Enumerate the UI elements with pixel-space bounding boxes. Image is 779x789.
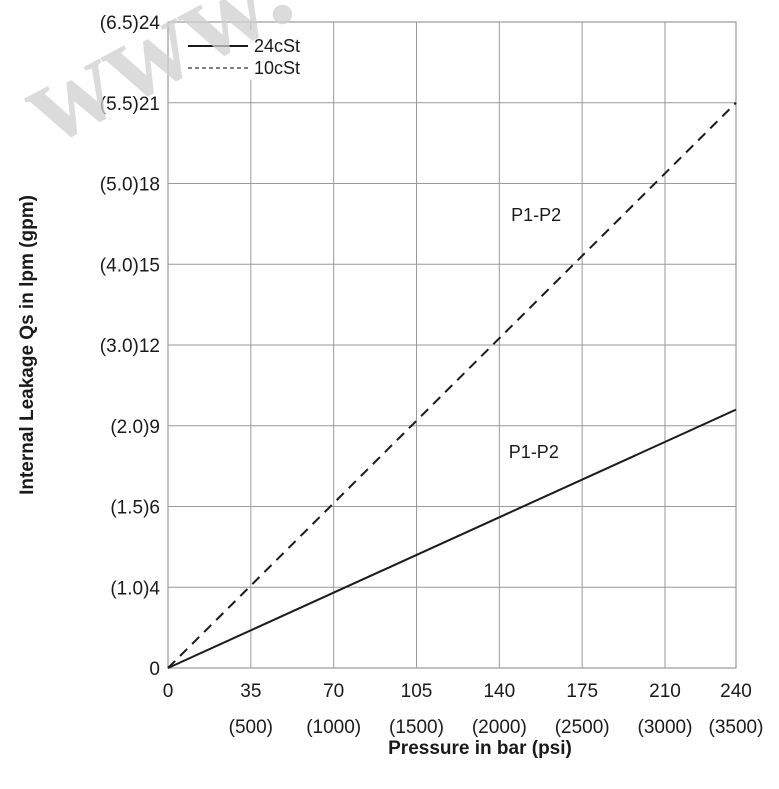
x-tick-sublabel: (1000) — [306, 717, 361, 738]
x-tick-label: 140 — [483, 681, 515, 702]
x-axis-title: Pressure in bar (psi) — [388, 738, 572, 759]
x-tick-sublabel: (1500) — [389, 717, 444, 738]
y-tick-label: (1.0)4 — [110, 578, 160, 599]
y-tick-label: (6.5)24 — [100, 13, 161, 34]
annotation-label: P1-P2 — [511, 205, 561, 225]
x-tick-sublabel: (3000) — [638, 717, 693, 738]
y-tick-label: (4.0)15 — [100, 255, 160, 276]
y-tick-label: (1.5)6 — [110, 498, 160, 519]
y-tick-label: (3.0)12 — [100, 336, 160, 357]
y-tick-label: (5.0)18 — [100, 175, 160, 196]
x-tick-sublabel: (2500) — [555, 717, 610, 738]
series-line-24cst — [167, 408, 737, 669]
grid — [167, 21, 737, 669]
x-tick-sublabel: (2000) — [472, 717, 527, 738]
x-tick-label: 240 — [720, 681, 752, 702]
legend-label-24cst: 24cSt — [254, 36, 300, 56]
legend-background — [180, 30, 320, 80]
y-tick-label: 0 — [149, 659, 160, 680]
legend-label-10cst: 10cSt — [254, 58, 300, 78]
series-layer — [167, 102, 737, 669]
y-tick-label: (2.0)9 — [110, 417, 160, 438]
x-tick-label: 35 — [240, 681, 261, 702]
watermark: www. — [0, 0, 312, 171]
x-tick-sublabel: (3500) — [709, 717, 764, 738]
x-tick-sublabel: (500) — [229, 717, 273, 738]
y-axis-title: Internal Leakage Qs in lpm (gpm) — [17, 195, 38, 495]
y-tick-label: (5.5)21 — [100, 94, 160, 115]
annotation-label: P1-P2 — [509, 442, 559, 462]
tick-labels: 0 35 (500) 70 (1000) 105 (1500) 140 (2000) 175 (25… — [100, 13, 764, 738]
x-tick-label: 210 — [649, 681, 681, 702]
x-tick-label: 105 — [401, 681, 433, 702]
annotations: P1-P2 P1-P2 — [509, 205, 561, 462]
x-tick-label: 175 — [566, 681, 598, 702]
legend: 24cSt 10cSt — [180, 30, 320, 80]
series-line-10cst — [167, 102, 737, 669]
x-tick-label: 70 — [323, 681, 344, 702]
x-tick-label: 0 — [163, 681, 174, 702]
